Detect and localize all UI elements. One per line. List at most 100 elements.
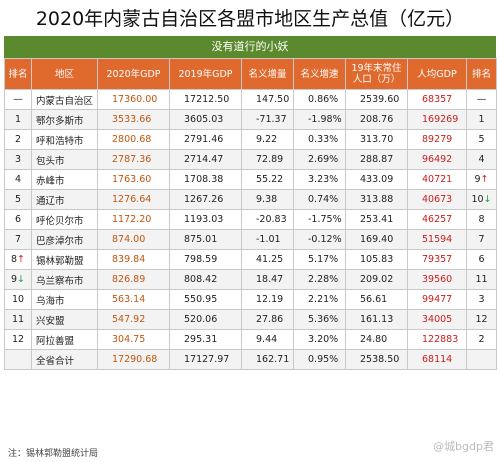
rank-cell-value: 8: [10, 254, 18, 265]
rank-cell-value: 5: [14, 194, 22, 205]
population-cell-value: 2538.50: [360, 354, 400, 365]
gdp-2019-cell: 798.59: [169, 249, 242, 270]
table-row: 7 巴彦淖尔市 874.00 875.01 -1.01 -0.12% 169.40 51594…: [4, 229, 497, 250]
arrow-down-icon: ↓: [17, 274, 25, 285]
rank-cell-value: 2: [14, 134, 22, 145]
growth-cell-value: -0.12%: [308, 234, 342, 245]
population-cell: 56.61: [345, 289, 408, 310]
per-capita-rank-cell: 11: [466, 269, 497, 290]
growth-cell: 0.86%: [293, 89, 346, 110]
per-capita-cell: 51594: [407, 229, 467, 250]
population-cell: 288.87: [345, 149, 408, 170]
increase-cell-value: 147.50: [256, 94, 290, 105]
increase-cell-value: 72.89: [256, 154, 284, 165]
population-cell: 161.13: [345, 309, 408, 330]
population-cell-value: 433.09: [360, 174, 394, 185]
increase-cell: 9.22: [241, 129, 294, 150]
growth-cell: 2.28%: [293, 269, 346, 290]
gdp-2019-cell: 17212.50: [169, 89, 242, 110]
region-cell-value: 内蒙古自治区: [36, 95, 94, 107]
arrow-up-icon: ↑: [17, 254, 25, 265]
per-capita-cell-value: 122883: [422, 334, 459, 345]
region-cell: 赤峰市: [31, 169, 98, 190]
gdp-2020-cell: 547.92: [97, 309, 170, 330]
growth-cell-value: 0.95%: [308, 354, 339, 365]
gdp-2019-cell-value: 550.95: [184, 294, 218, 305]
gdp-2020-cell-value: 839.84: [112, 254, 146, 265]
per-capita-rank-cell-value: 9: [474, 174, 481, 185]
region-cell: 兴安盟: [31, 309, 98, 330]
growth-cell-value: 2.21%: [308, 294, 339, 305]
gdp-2020-cell: 17360.00: [97, 89, 170, 110]
population-cell-value: 313.88: [360, 194, 394, 205]
rank-cell-value: 1: [14, 114, 22, 125]
header-per-capita-rank: 排名: [466, 58, 497, 90]
header-rank: 排名: [4, 58, 32, 90]
per-capita-rank-cell-value: 8: [478, 214, 485, 225]
per-capita-cell: 89279: [407, 129, 467, 150]
per-capita-cell: 40721: [407, 169, 467, 190]
header-region: 地区: [31, 58, 98, 90]
population-cell-value: 253.41: [360, 214, 394, 225]
growth-cell-value: 0.33%: [308, 134, 339, 145]
region-cell: 锡林郭勒盟: [31, 249, 98, 270]
increase-cell: 18.47: [241, 269, 294, 290]
per-capita-cell: 46257: [407, 209, 467, 230]
watermark: @城bgdp君: [433, 440, 494, 453]
population-cell-value: 2539.60: [360, 94, 400, 105]
table-row: 9↓ 乌兰察布市 826.89 808.42 18.47 2.28% 209.02 39560…: [4, 269, 497, 290]
increase-cell: 9.38: [241, 189, 294, 210]
rank-cell-value: 10: [11, 294, 25, 305]
increase-cell: 27.86: [241, 309, 294, 330]
gdp-table: 排名 地区 2020年GDP 2019年GDP 名义增量 名义增速 19年末常住…: [4, 58, 497, 370]
gdp-2019-cell: 1708.38: [169, 169, 242, 190]
growth-cell-value: -1.98%: [308, 114, 342, 125]
gdp-2020-cell: 563.14: [97, 289, 170, 310]
growth-cell-value: 3.23%: [308, 174, 339, 185]
per-capita-cell: 96492: [407, 149, 467, 170]
population-cell-value: 105.83: [360, 254, 394, 265]
growth-cell: 3.23%: [293, 169, 346, 190]
per-capita-rank-cell-value: 11: [475, 274, 488, 285]
population-cell: 313.70: [345, 129, 408, 150]
per-capita-cell-value: 40673: [422, 194, 453, 205]
region-cell: 内蒙古自治区: [31, 89, 98, 110]
increase-cell: 162.71: [241, 349, 294, 370]
header-nominal-increase: 名义增量: [241, 58, 294, 90]
gdp-2020-cell-value: 547.92: [112, 314, 146, 325]
per-capita-rank-cell-value: 2: [478, 334, 485, 345]
population-cell-value: 24.80: [360, 334, 388, 345]
gdp-2019-cell-value: 2714.47: [184, 154, 224, 165]
increase-cell: 72.89: [241, 149, 294, 170]
gdp-2019-cell: 17127.97: [169, 349, 242, 370]
rank-cell: 4: [4, 169, 32, 190]
gdp-2020-cell-value: 1172.20: [112, 214, 152, 225]
gdp-2019-cell: 2714.47: [169, 149, 242, 170]
region-cell: 呼和浩特市: [31, 129, 98, 150]
increase-cell-value: 9.44: [256, 334, 278, 345]
growth-cell-value: -1.75%: [308, 214, 342, 225]
region-cell-value: 通辽市: [36, 195, 65, 207]
gdp-2020-cell: 304.75: [97, 329, 170, 350]
rank-cell-value: 12: [11, 334, 25, 345]
population-cell: 313.88: [345, 189, 408, 210]
per-capita-rank-cell: 7: [466, 229, 497, 250]
rank-cell-value: 11: [11, 314, 25, 325]
gdp-2019-cell-value: 520.06: [184, 314, 218, 325]
gdp-2020-cell-value: 2800.68: [112, 134, 152, 145]
increase-cell: -71.37: [241, 109, 294, 130]
rank-cell-value: 9: [10, 274, 18, 285]
increase-cell-value: 27.86: [256, 314, 284, 325]
population-cell: 105.83: [345, 249, 408, 270]
per-capita-rank-cell: 4: [466, 149, 497, 170]
gdp-2020-cell: 17290.68: [97, 349, 170, 370]
region-cell: 乌海市: [31, 289, 98, 310]
gdp-2019-cell: 2791.46: [169, 129, 242, 150]
table-row: 8↑ 锡林郭勒盟 839.84 798.59 41.25 5.17% 105.83 79357…: [4, 249, 497, 270]
gdp-2020-cell: 1763.60: [97, 169, 170, 190]
growth-cell: 3.20%: [293, 329, 346, 350]
rank-cell: 7: [4, 229, 32, 250]
increase-cell: -20.83: [241, 209, 294, 230]
gdp-2020-cell-value: 1763.60: [112, 174, 152, 185]
per-capita-rank-cell-value: 6: [478, 254, 485, 265]
